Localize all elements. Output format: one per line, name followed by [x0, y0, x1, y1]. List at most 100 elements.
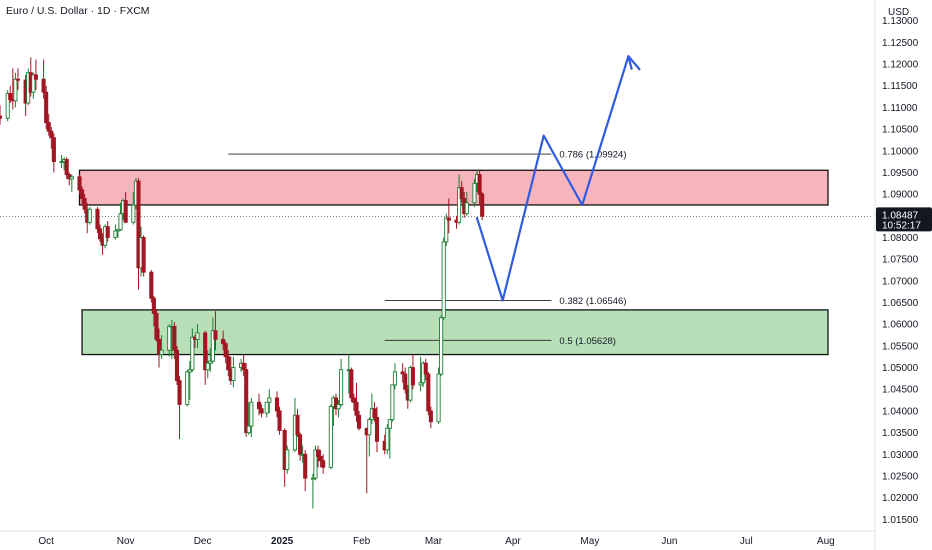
- price-tag-box: [876, 207, 932, 232]
- candle-body-52: [187, 369, 192, 373]
- candle-body-65: [231, 367, 236, 382]
- candle-body-105: [385, 427, 390, 451]
- candle-body-4: [13, 78, 18, 102]
- candle-body-78: [285, 449, 290, 470]
- y-tick-2: 1.02500: [882, 471, 919, 482]
- zone-layer: [78, 169, 829, 356]
- x-tick-4: Feb: [353, 536, 371, 547]
- y-tick-9: 1.06000: [882, 320, 919, 331]
- candle-body-110: [403, 373, 408, 390]
- fib-label-2: 0.5 (1.05628): [559, 336, 616, 347]
- candle-body-1: [5, 93, 10, 119]
- candle-body-117: [426, 373, 431, 412]
- y-tick-12: 1.07500: [882, 255, 919, 266]
- candle-body-118: [428, 410, 433, 423]
- candle-body-120: [439, 317, 444, 375]
- y-tick-13: 1.08000: [882, 233, 919, 244]
- candle-body-109: [400, 371, 405, 375]
- candle-body-33: [118, 213, 123, 231]
- candle-body-9: [31, 74, 36, 93]
- candle-body-12: [44, 91, 49, 124]
- y-tick-15: 1.09000: [882, 190, 919, 201]
- candle-body-129: [472, 182, 477, 204]
- candle-body-70: [249, 401, 254, 427]
- y-tick-10: 1.06500: [882, 298, 919, 309]
- x-tick-3: 2025: [271, 536, 294, 547]
- candle-body-22: [80, 189, 85, 199]
- candle-body-40: [141, 237, 146, 273]
- candle-body-76: [277, 410, 282, 431]
- candle-body-26: [95, 208, 100, 230]
- candle-body-108: [392, 371, 398, 386]
- candle-body-31: [113, 230, 118, 238]
- projection-arrowhead: [627, 55, 641, 71]
- candle-body-36: [131, 204, 136, 223]
- candle-body-46: [167, 325, 172, 351]
- candles-layer: [0, 57, 485, 509]
- y-tick-6: 1.04500: [882, 385, 919, 396]
- candle-body-59: [210, 330, 215, 362]
- candle-body-98: [357, 414, 362, 429]
- candle-body-30: [105, 226, 110, 238]
- candle-body-2: [8, 93, 13, 101]
- candle-body-68: [244, 369, 249, 434]
- candle-body-50: [177, 380, 182, 405]
- fib-layer: 0.786 (1.09924) 0.382 (1.06546) 0.5 (1.056…: [0, 150, 872, 347]
- y-tick-5: 1.04000: [882, 406, 919, 417]
- candle-body-38: [136, 180, 141, 269]
- candle-body-131: [477, 174, 482, 195]
- y-tick-16: 1.09500: [882, 168, 919, 179]
- price-tag-countdown: 10:52:17: [882, 220, 921, 231]
- candle-body-16: [59, 161, 64, 164]
- candle-body-55: [195, 332, 200, 340]
- candle-body-25: [87, 208, 92, 223]
- candle-body-106: [387, 419, 392, 429]
- candle-body-44: [156, 338, 162, 356]
- candle-body-23: [82, 198, 87, 210]
- x-tick-9: Jul: [740, 536, 753, 547]
- y-tick-0: 1.01500: [882, 515, 919, 526]
- candle-body-126: [459, 187, 464, 199]
- candle-body-51: [185, 371, 190, 405]
- candle-body-61: [221, 338, 226, 345]
- x-tick-6: Apr: [505, 536, 521, 547]
- candle-body-107: [390, 384, 395, 421]
- y-tick-20: 1.11500: [882, 81, 918, 92]
- candle-body-67: [241, 362, 246, 371]
- price-tag-value: 1.08487: [882, 210, 919, 221]
- candle-body-97: [354, 401, 359, 416]
- candle-body-11: [41, 78, 46, 93]
- candle-body-86: [315, 449, 321, 457]
- candle-body-27: [97, 228, 103, 240]
- currency-label: USD: [888, 7, 909, 18]
- y-tick-1: 1.02000: [882, 493, 919, 504]
- x-tick-2: Dec: [194, 536, 212, 547]
- candle-body-119: [436, 373, 441, 423]
- candle-body-83: [303, 453, 308, 479]
- candle-body-91: [333, 397, 339, 410]
- candle-body-81: [298, 434, 303, 455]
- candle-body-45: [159, 349, 164, 356]
- candle-body-63: [226, 356, 231, 371]
- candle-body-48: [172, 325, 177, 351]
- candle-body-13: [46, 122, 51, 132]
- projection-path: [475, 55, 630, 302]
- candle-body-57: [205, 362, 210, 371]
- y-tick-3: 1.03000: [882, 450, 919, 461]
- candle-body-41: [149, 271, 154, 299]
- supply-zone: [78, 169, 829, 206]
- y-tick-22: 1.12500: [882, 38, 919, 49]
- fib-label-1: 0.382 (1.06546): [559, 296, 626, 307]
- y-tick-23: 1.13000: [882, 16, 919, 27]
- candle-body-62: [223, 343, 228, 358]
- candle-body-58: [208, 360, 213, 364]
- candle-body-93: [339, 369, 344, 405]
- candle-body-5: [15, 78, 21, 81]
- candle-body-100: [367, 419, 372, 436]
- candle-body-113: [410, 367, 415, 386]
- candle-body-103: [374, 416, 380, 442]
- candle-body-0: [0, 115, 3, 119]
- candle-body-20: [69, 176, 74, 180]
